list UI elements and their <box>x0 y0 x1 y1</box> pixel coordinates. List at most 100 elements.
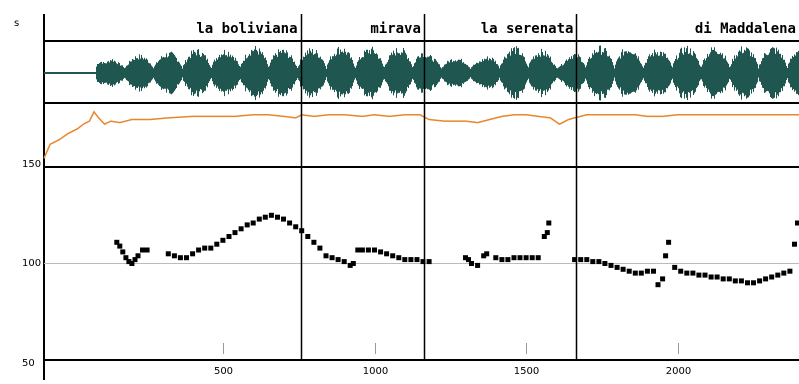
pitch-point-2 <box>120 249 126 255</box>
segment-label-mirava[interactable]: mirava <box>370 21 421 37</box>
pitch-point-108 <box>781 270 787 276</box>
pitch-point-68 <box>535 255 541 261</box>
intensity-contour <box>43 110 799 159</box>
pitch-point-0 <box>114 239 120 245</box>
pitch-point-78 <box>608 262 614 268</box>
pitch-point-87 <box>660 276 666 282</box>
pitch-point-86 <box>655 282 661 288</box>
pitch-point-79 <box>614 264 620 270</box>
segment-label-di-maddalena[interactable]: di Maddalena <box>695 21 796 37</box>
pitch-point-5 <box>129 261 135 266</box>
pitch-point-35 <box>317 245 323 251</box>
pitch-point-85 <box>651 268 656 274</box>
pitch-point-38 <box>335 257 341 263</box>
pitch-point-17 <box>208 245 214 251</box>
pitch-point-58 <box>475 262 481 268</box>
pitch-point-57 <box>469 261 474 266</box>
pitch-point-54 <box>426 259 432 265</box>
pitch-point-66 <box>523 255 529 261</box>
pitch-point-42 <box>355 247 361 253</box>
pitch-point-10 <box>165 251 171 257</box>
pitch-point-80 <box>620 266 626 272</box>
pitch-point-36 <box>323 253 329 259</box>
pitch-point-51 <box>408 257 414 263</box>
pitch-point-62 <box>499 257 505 263</box>
tier-corner-label: s <box>14 18 19 29</box>
pitch-point-27 <box>268 212 274 218</box>
time-tick-label-2000: 2000 <box>666 366 691 377</box>
pitch-axis-label-top: 150 <box>22 159 41 170</box>
pitch-point-24 <box>250 220 256 226</box>
pitch-point-105 <box>763 276 769 282</box>
pitch-point-33 <box>305 234 311 239</box>
pitch-point-72 <box>572 257 578 263</box>
pitch-point-76 <box>596 259 602 265</box>
pitch-point-39 <box>341 259 347 265</box>
pitch-point-37 <box>329 255 335 261</box>
pitch-point-96 <box>708 274 714 280</box>
pitch-point-50 <box>402 257 408 263</box>
pitch-point-28 <box>275 214 280 220</box>
pitch-point-94 <box>696 272 702 278</box>
pitch-point-44 <box>365 247 371 253</box>
pitch-point-9 <box>144 247 150 253</box>
segment-label-la-serenata[interactable]: la serenata <box>481 21 574 37</box>
pitch-point-90 <box>672 264 678 270</box>
pitch-point-67 <box>529 255 535 261</box>
pitch-point-69 <box>541 234 547 239</box>
pitch-point-15 <box>196 247 202 253</box>
pitch-point-83 <box>638 270 644 276</box>
pitch-point-25 <box>256 216 262 222</box>
pitch-point-109 <box>787 268 793 274</box>
pitch-point-103 <box>751 280 756 286</box>
intensity-line <box>43 110 799 159</box>
pitch-point-99 <box>726 276 732 282</box>
pitch-point-40 <box>347 262 353 268</box>
pitch-point-63 <box>505 257 511 263</box>
pitch-point-102 <box>745 280 750 286</box>
pitch-point-97 <box>714 274 720 280</box>
pitch-point-98 <box>720 276 726 282</box>
pitch-point-106 <box>769 274 775 280</box>
pitch-point-29 <box>281 216 286 222</box>
pitch-point-70 <box>544 230 550 236</box>
pitch-point-77 <box>602 261 608 266</box>
pitch-point-34 <box>311 239 317 245</box>
pitch-point-26 <box>262 214 268 220</box>
pitch-point-73 <box>578 257 584 263</box>
pitch-point-104 <box>757 278 763 284</box>
pitch-point-30 <box>287 220 293 226</box>
pitch-point-11 <box>171 253 177 259</box>
pitch-point-59 <box>481 253 487 259</box>
pitch-point-4 <box>126 259 132 265</box>
pitch-point-74 <box>584 257 590 263</box>
pitch-point-23 <box>244 222 250 228</box>
pitch-point-45 <box>372 247 377 253</box>
pitch-track <box>114 212 799 288</box>
pitch-point-93 <box>690 270 696 276</box>
pitch-point-89 <box>666 239 672 245</box>
segment-label-la-boliviana[interactable]: la boliviana <box>196 21 297 37</box>
time-ticks <box>223 343 679 354</box>
pitch-point-111 <box>795 220 799 226</box>
pitch-point-16 <box>202 245 208 251</box>
pitch-axis-label-mid: 100 <box>22 258 41 269</box>
pitch-point-43 <box>359 247 365 253</box>
pitch-point-107 <box>775 272 781 278</box>
pitch-point-81 <box>626 268 632 274</box>
waveform <box>44 45 799 101</box>
pitch-point-64 <box>511 255 517 261</box>
pitch-point-110 <box>792 241 797 247</box>
pitch-point-65 <box>517 255 523 261</box>
pitch-point-88 <box>663 253 669 259</box>
pitch-point-8 <box>140 247 145 253</box>
pitch-point-56 <box>466 257 471 263</box>
pitch-point-3 <box>123 255 129 261</box>
time-tick-label-1500: 1500 <box>514 366 539 377</box>
pitch-point-6 <box>132 257 138 263</box>
pitch-point-60 <box>484 251 490 257</box>
pitch-point-18 <box>214 241 220 247</box>
pitch-point-22 <box>238 226 244 232</box>
